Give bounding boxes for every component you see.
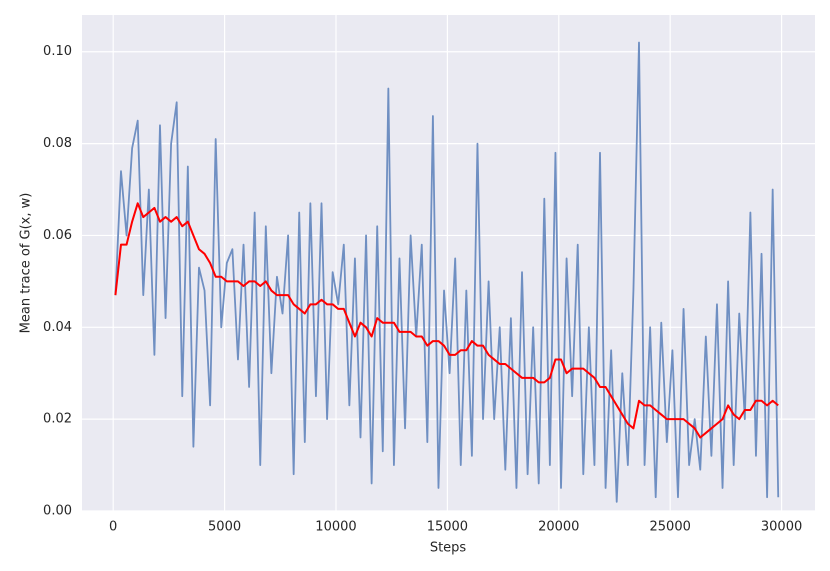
- x-tick-label: 25000: [650, 520, 691, 535]
- y-tick-label: 0.02: [43, 412, 72, 427]
- y-tick-label: 0.04: [43, 320, 72, 335]
- y-tick-label: 0.06: [43, 228, 72, 243]
- x-tick-label: 15000: [427, 520, 468, 535]
- x-tick-label: 0: [109, 520, 117, 535]
- x-tick-label: 30000: [761, 520, 802, 535]
- y-tick-label: 0.00: [43, 504, 72, 519]
- x-tick-label: 10000: [315, 520, 356, 535]
- y-axis-label: Mean trace of G(x, w): [19, 193, 34, 334]
- x-axis-label: Steps: [430, 541, 467, 556]
- line-series: [114, 202, 779, 439]
- plot-area: [82, 15, 815, 511]
- line-series: [114, 41, 780, 503]
- x-tick-label: 20000: [538, 520, 579, 535]
- y-tick-label: 0.10: [43, 44, 72, 59]
- x-tick-label: 5000: [208, 520, 241, 535]
- y-tick-label: 0.08: [43, 136, 72, 151]
